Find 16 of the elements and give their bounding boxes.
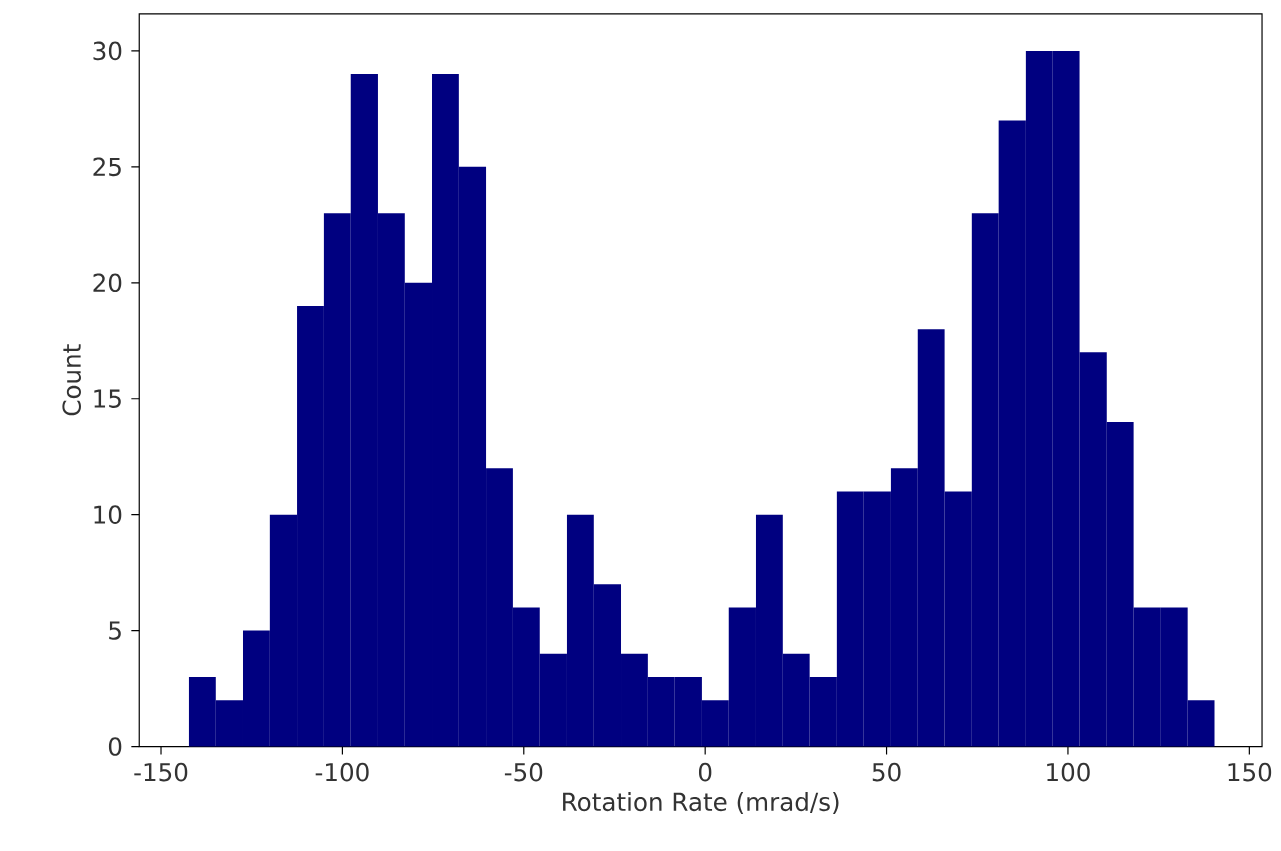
y-tick-label: 0 (108, 737, 122, 756)
x-tick-label: -150 (134, 762, 188, 782)
y-tick-label: 15 (94, 389, 121, 408)
y-tick-label: 5 (109, 621, 121, 640)
y-tick-label: 20 (93, 273, 122, 292)
x-tick-label: -100 (315, 762, 369, 782)
y-tick-label: 25 (93, 157, 121, 177)
x-tick-label: 150 (1228, 762, 1272, 782)
x-axis-title: Rotation Rate (mrad/s) (563, 792, 839, 814)
y-axis-title: Count (62, 344, 81, 416)
x-tick-label: 0 (698, 762, 712, 782)
y-tick-label: 30 (93, 41, 122, 61)
x-tick-label: 50 (872, 762, 901, 782)
x-tick-label: 100 (1047, 762, 1090, 782)
x-tick-label: -50 (504, 762, 543, 782)
y-tick-label: 10 (94, 505, 122, 524)
